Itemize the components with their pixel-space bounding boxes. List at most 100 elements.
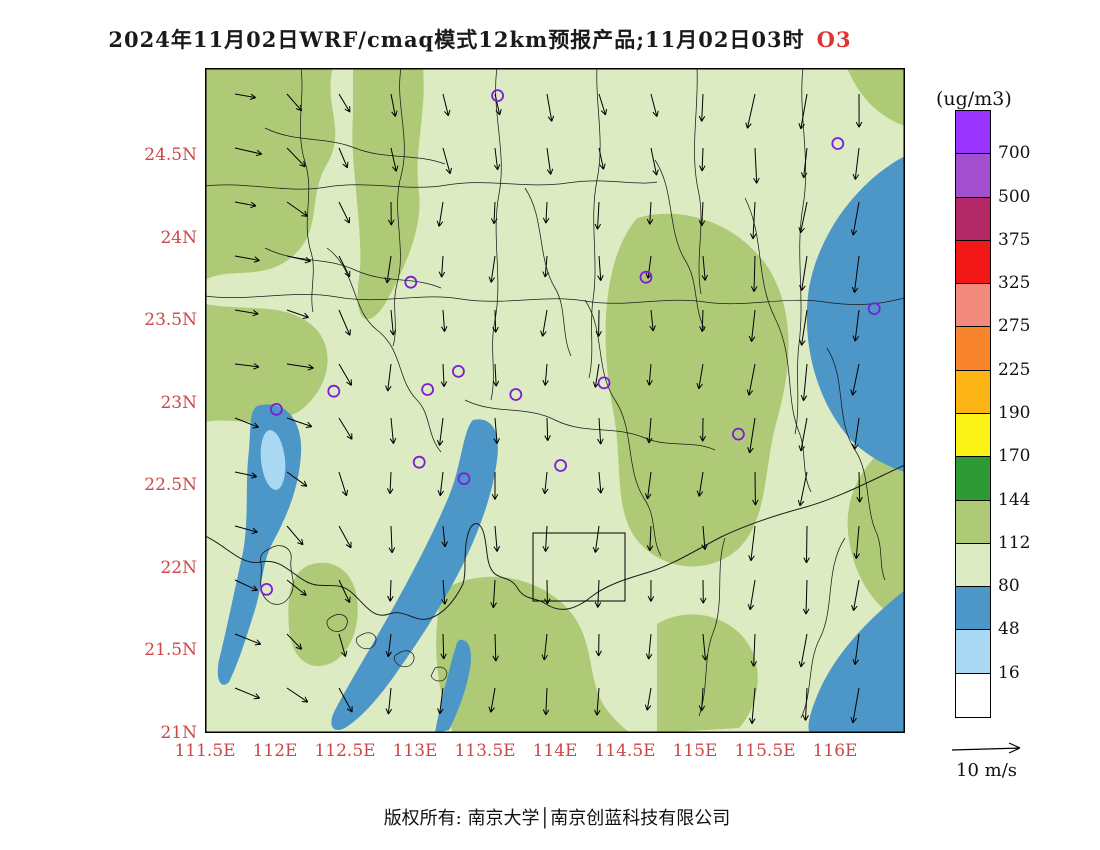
wind-arrow: [749, 687, 756, 725]
wind-arrow: [385, 363, 392, 392]
wind-arrow: [802, 687, 809, 721]
lon-tick-label: 114E: [532, 741, 578, 761]
colorbar-block: [956, 587, 990, 631]
station-marker: [509, 388, 523, 401]
wind-arrow: [797, 471, 808, 507]
station-marker: [412, 455, 426, 469]
wind-arrow: [286, 579, 307, 596]
lon-tick-label: 113.5E: [454, 741, 516, 761]
wind-arrow: [696, 363, 704, 390]
wind-arrow: [234, 525, 258, 534]
colorbar-block: [956, 543, 990, 588]
wind-arrow: [234, 417, 259, 429]
forecast-map: [204, 67, 906, 733]
wind-arrow: [698, 201, 706, 227]
wind-arrow: [492, 363, 500, 387]
wind-arrow: [701, 633, 709, 661]
wind-arrow: [852, 633, 860, 665]
wind-arrow: [441, 579, 448, 605]
wind-arrow: [750, 255, 758, 292]
colorbar-tick-label: 144: [998, 489, 1031, 510]
wind-arrow: [595, 309, 602, 337]
station-marker: [732, 427, 745, 441]
wind-arrow: [390, 93, 398, 117]
wind-arrow: [598, 147, 606, 170]
station-marker: [404, 275, 418, 289]
colorbar-tick-label: 170: [998, 446, 1031, 467]
lon-tick-label: 112.5E: [314, 741, 376, 761]
wind-arrow: [542, 363, 549, 386]
wind-arrow: [644, 687, 652, 711]
wind-arrow: [338, 147, 349, 169]
wind-arrow: [699, 579, 707, 604]
wind-scale-legend: 10 m/s: [948, 738, 1058, 784]
lat-tick-label: 22.5N: [144, 475, 197, 496]
wind-arrow: [338, 363, 352, 386]
wind-arrow: [851, 255, 860, 293]
lat-tick-label: 23.5N: [144, 310, 197, 331]
wind-arrow: [338, 471, 349, 497]
wind-arrow: [852, 309, 860, 342]
wind-arrow: [850, 363, 860, 396]
wind-arrow: [598, 93, 608, 116]
wind-arrow: [701, 255, 708, 281]
wind-arrow: [646, 417, 653, 444]
wind-arrow: [594, 579, 602, 608]
highlight-district-box: [532, 532, 626, 602]
wind-arrow: [542, 471, 549, 495]
wind-arrow: [597, 417, 604, 445]
wind-arrow: [541, 633, 549, 661]
wind-arrow: [286, 255, 311, 264]
colorbar-block: [956, 673, 990, 717]
wind-arrow: [544, 417, 551, 442]
wind-arrow: [286, 687, 309, 703]
wind-arrow: [385, 687, 393, 715]
wind-arrow: [234, 579, 258, 592]
wind-scale-label: 10 m/s: [956, 760, 1017, 781]
o3-lowest-core: [260, 430, 286, 490]
wind-arrow: [385, 633, 393, 658]
wind-arrow: [493, 417, 500, 444]
wind-arrow: [597, 255, 604, 281]
colorbar-tick-label: 275: [998, 316, 1031, 337]
wind-arrow: [490, 201, 498, 225]
wind-arrow: [748, 525, 756, 562]
wind-vector-arrows: [234, 93, 863, 725]
wind-arrow: [799, 309, 808, 346]
wind-arrow: [387, 579, 394, 602]
lon-tick-label: 111.5E: [174, 741, 236, 761]
wind-arrow: [542, 201, 550, 224]
wind-arrow: [338, 633, 348, 658]
colorbar-tick-label: 375: [998, 229, 1031, 250]
wind-arrow: [234, 633, 262, 646]
wind-arrow: [803, 525, 810, 564]
station-markers: [260, 89, 881, 596]
wind-arrow: [437, 471, 445, 497]
wind-arrow: [699, 147, 706, 172]
lat-tick-label: 24N: [160, 227, 197, 248]
colorbar-tick-label: 16: [998, 662, 1020, 683]
wind-arrow: [696, 471, 704, 497]
wind-arrow: [800, 147, 808, 179]
wind-arrow: [748, 309, 756, 342]
wind-arrow: [440, 309, 448, 332]
wind-arrow: [647, 579, 655, 602]
station-marker: [260, 583, 273, 596]
wind-arrow: [493, 525, 501, 552]
lon-tick-label: 116E: [812, 741, 858, 761]
wind-arrow: [752, 471, 759, 506]
colorbar-tick-label: 225: [998, 359, 1031, 380]
wind-arrow: [851, 579, 860, 612]
colorbar-block: [956, 370, 990, 414]
colorbar-unit-label: (ug/m3): [936, 88, 1012, 110]
wind-arrow: [701, 525, 708, 550]
colorbar-tick-label: 48: [998, 619, 1020, 640]
boundary-lines: [204, 67, 906, 719]
lon-tick-label: 112E: [252, 741, 298, 761]
colorbar-tick-label: 112: [998, 532, 1031, 553]
wind-arrow: [745, 93, 756, 129]
wind-arrow: [698, 93, 706, 122]
station-marker: [597, 376, 611, 390]
wind-arrow: [338, 417, 353, 440]
wind-arrow: [436, 417, 444, 446]
